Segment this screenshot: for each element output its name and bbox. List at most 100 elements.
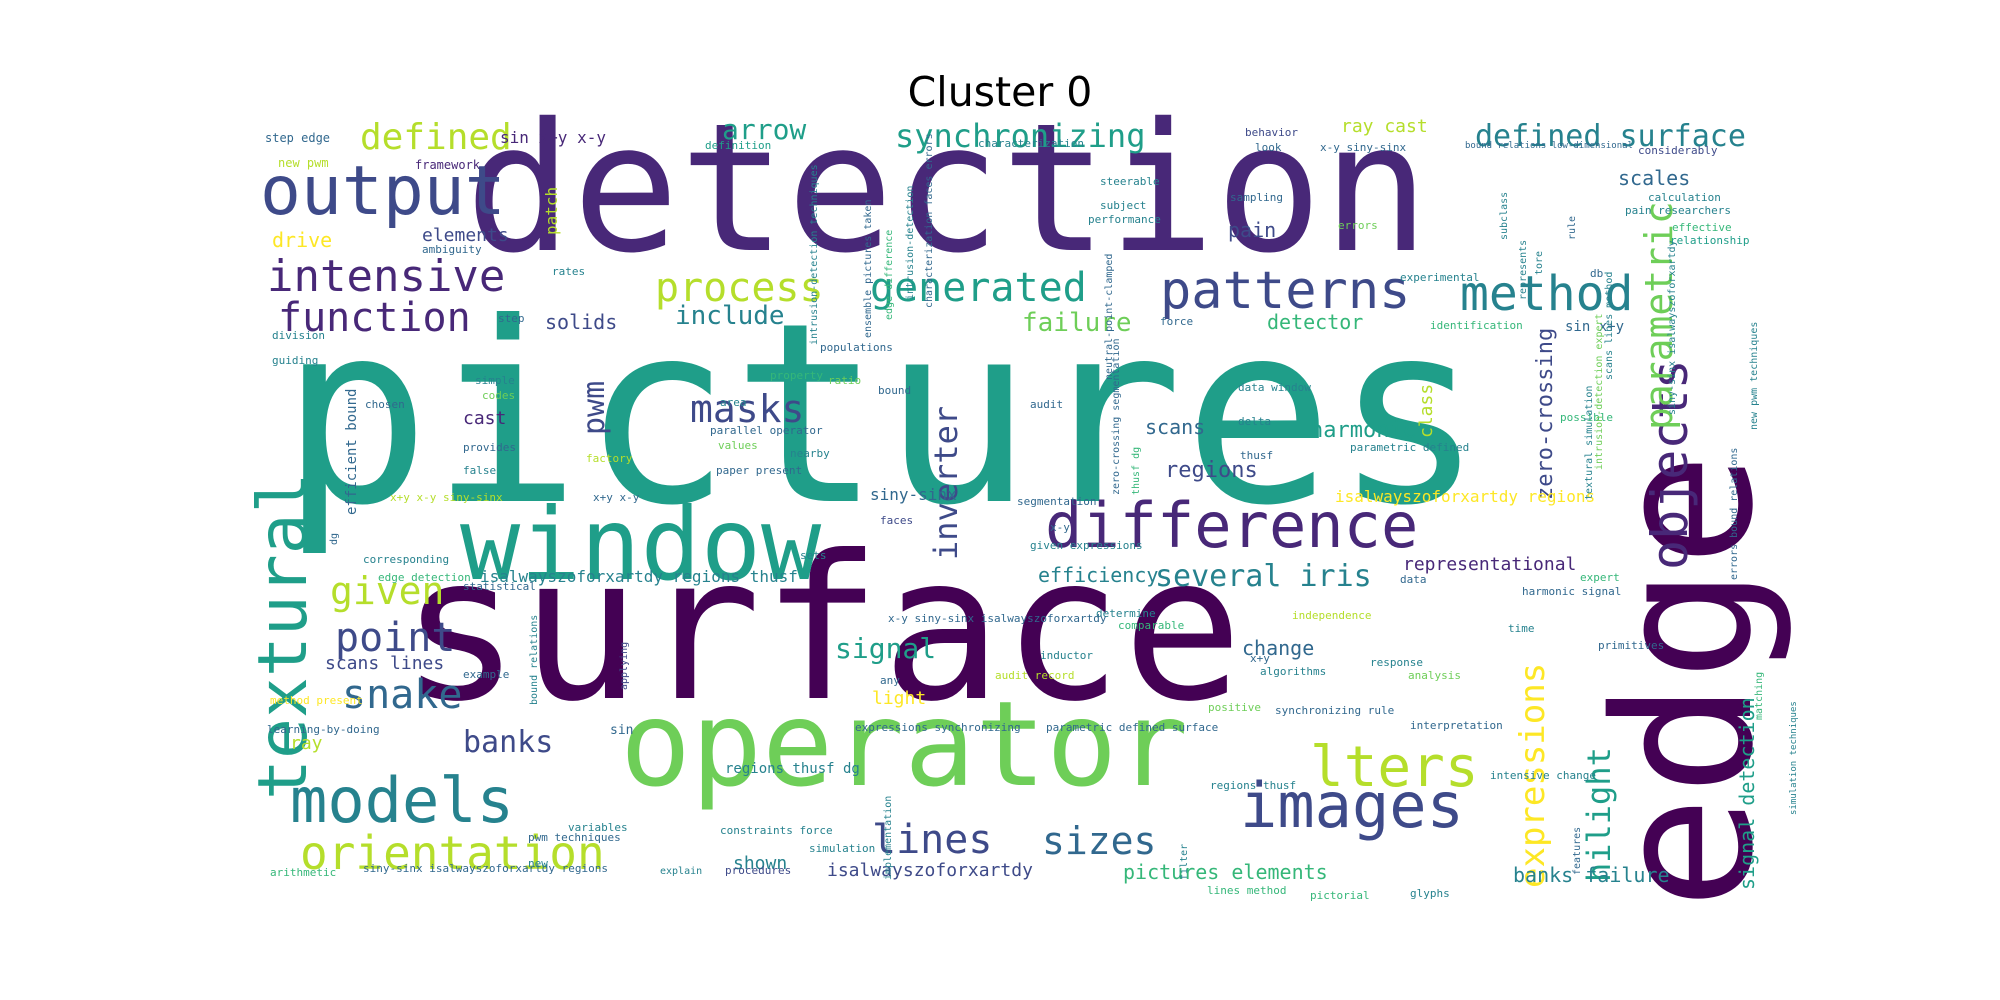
- word: faces: [880, 514, 914, 527]
- word: bound relations low-dimensional: [1465, 141, 1633, 151]
- word: simulation techniques: [1789, 701, 1799, 815]
- word: positive: [1208, 701, 1261, 714]
- word: primitives: [1598, 639, 1665, 652]
- word: surface: [400, 513, 1243, 746]
- word: glyphs: [1410, 887, 1450, 900]
- word: zero-crossing: [1533, 327, 1558, 500]
- word: x-y siny-sinx isalwayszoforxartdy: [888, 612, 1107, 625]
- figure-title: Cluster 0: [907, 68, 1093, 116]
- word: ray: [290, 733, 323, 754]
- word: errors bound relations: [1729, 447, 1740, 580]
- word: pwm: [577, 380, 612, 435]
- word: area: [720, 396, 747, 409]
- word: ambiguity: [422, 243, 482, 256]
- word: hilight: [1580, 747, 1618, 882]
- word: banks: [463, 725, 554, 760]
- word: statistical: [463, 580, 536, 593]
- word: efficient bound: [344, 388, 360, 515]
- word: include: [675, 301, 785, 331]
- word: any: [880, 674, 900, 687]
- word: sampling: [1230, 191, 1283, 204]
- word: data window: [1238, 381, 1311, 394]
- word: pictures: [280, 269, 1485, 560]
- word: x+y x-y: [593, 491, 640, 504]
- word: definition: [705, 139, 772, 152]
- word: pictorial: [1310, 889, 1370, 902]
- word: light: [872, 688, 927, 709]
- word: pictures elements: [1123, 860, 1328, 884]
- word: method: [1460, 266, 1634, 322]
- word: scans lines: [325, 653, 445, 674]
- word: scales: [1618, 166, 1691, 190]
- word: snake: [342, 672, 463, 718]
- word: rule: [1567, 215, 1578, 240]
- word: change: [1242, 636, 1315, 660]
- word: factory: [586, 452, 633, 465]
- word: siny-sinx: [870, 485, 957, 504]
- word: tore: [1534, 250, 1545, 275]
- word: guiding: [272, 354, 319, 367]
- word: solids: [545, 310, 618, 334]
- word: look: [1255, 141, 1282, 154]
- word: several iris: [1155, 559, 1372, 594]
- word: isalwayszoforxartdy regions: [1335, 487, 1596, 506]
- word: db: [1590, 267, 1604, 280]
- word: harmonic signal: [1522, 585, 1622, 598]
- word: force: [1160, 315, 1194, 328]
- word: learning-by-doing: [267, 723, 380, 736]
- word: paper present: [716, 464, 803, 477]
- word: considerably: [1638, 144, 1718, 157]
- word: implementation: [883, 795, 894, 880]
- word-cloud: pictures surface detection edge operator…: [244, 100, 1800, 910]
- word: data: [1400, 573, 1427, 586]
- word: new pwm: [278, 156, 329, 170]
- word: defined surface: [1475, 119, 1746, 154]
- word: elements: [422, 225, 509, 246]
- word: process: [655, 265, 824, 311]
- word: property: [770, 369, 823, 382]
- word: intrusion-detection techniques: [809, 164, 820, 345]
- word: defined: [360, 117, 512, 158]
- word: codes: [482, 389, 516, 402]
- word: efficiency: [1038, 563, 1159, 587]
- word: siny-sinx isalwayszoforxartdy: [1667, 240, 1678, 415]
- word: characterization faces errors: [924, 133, 935, 308]
- word: subject: [1100, 199, 1147, 212]
- word: x-y: [1050, 521, 1070, 534]
- word: inductor: [1040, 649, 1093, 662]
- word: patch: [542, 186, 561, 235]
- word: sets: [800, 549, 827, 562]
- word: signal detection: [1735, 697, 1759, 890]
- word: sin x+y: [1565, 319, 1625, 335]
- word: experimental: [1400, 271, 1480, 284]
- word: banks failure: [1513, 863, 1670, 887]
- word: parametric defined surface: [1046, 721, 1219, 734]
- word: values: [718, 439, 758, 452]
- word: lters: [1310, 735, 1479, 800]
- word: subclass: [1499, 191, 1510, 240]
- word: ray cast: [1341, 116, 1428, 137]
- word: rates: [552, 265, 586, 278]
- word: failure: [1022, 308, 1132, 338]
- word: interpretation: [1410, 719, 1503, 732]
- word: class: [1416, 383, 1437, 438]
- word: determine: [1096, 607, 1156, 620]
- word: example: [463, 668, 510, 681]
- word: given: [330, 569, 445, 613]
- word: sin x+y x-y: [500, 128, 606, 147]
- word: lines: [872, 817, 993, 863]
- word: pain researchers: [1625, 204, 1731, 217]
- word: point: [335, 615, 456, 661]
- word: thusf: [1240, 449, 1274, 462]
- word: harmonic: [1310, 418, 1416, 443]
- word: x+y x-y siny-sinx: [390, 491, 503, 504]
- word: siny-sinx isalwayszoforxartdy regions: [363, 862, 609, 875]
- word: sin: [610, 723, 634, 738]
- word: lines method: [1207, 884, 1287, 897]
- word: intensive change: [1490, 769, 1596, 782]
- word: steerable: [1100, 175, 1160, 188]
- word: generated: [870, 265, 1087, 311]
- word: intrusion-detection expert: [1594, 313, 1605, 470]
- word: ratio: [828, 374, 862, 387]
- word: sizes: [1042, 819, 1157, 863]
